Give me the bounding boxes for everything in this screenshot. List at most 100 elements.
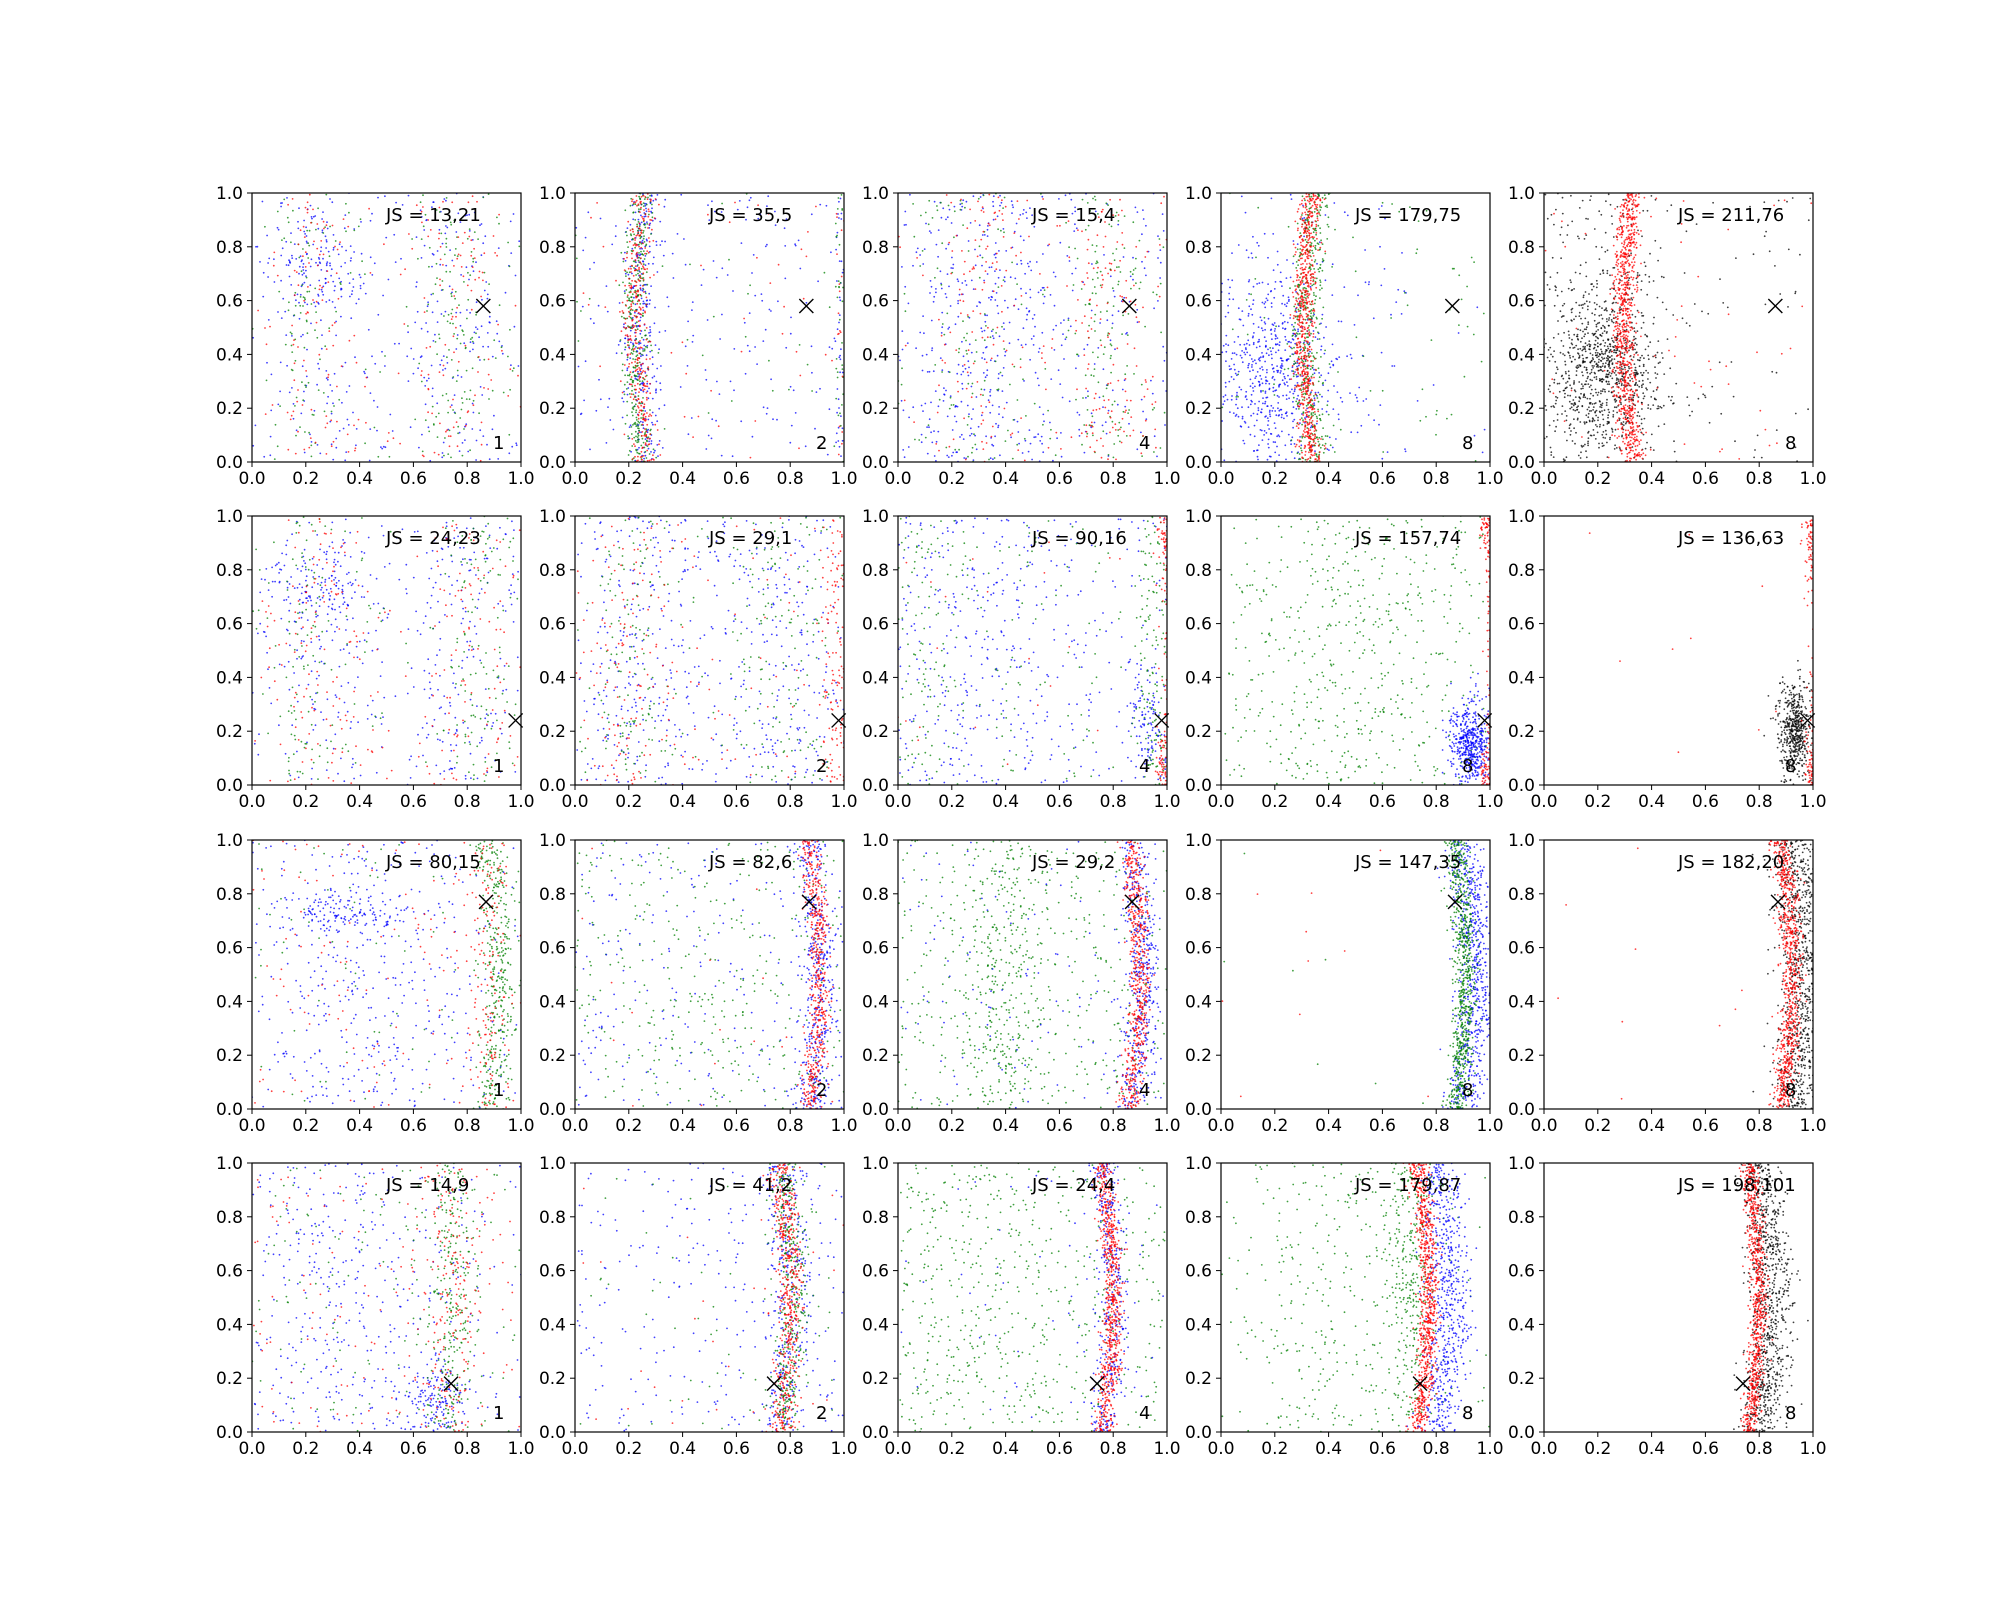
data-point [1074, 332, 1077, 335]
data-point [450, 312, 453, 315]
data-point [651, 349, 653, 352]
data-point [1313, 402, 1315, 404]
data-point [465, 398, 468, 400]
data-point [1266, 369, 1268, 371]
data-point [1301, 217, 1304, 220]
data-point [1268, 455, 1271, 458]
data-point [1458, 274, 1461, 277]
data-point [626, 294, 629, 297]
data-point [305, 226, 307, 229]
data-point [438, 232, 441, 235]
data-point [702, 268, 705, 271]
data-point [830, 251, 832, 254]
data-point [1259, 356, 1262, 359]
data-point [1294, 388, 1296, 391]
data-point [466, 309, 468, 311]
data-point [642, 202, 645, 205]
data-point [1081, 280, 1083, 283]
data-point [1317, 380, 1320, 383]
data-point [1297, 394, 1299, 397]
data-point [1264, 400, 1267, 403]
data-point [1107, 412, 1109, 414]
data-point [643, 405, 646, 408]
data-point [636, 257, 639, 259]
data-point [582, 249, 585, 252]
data-point [983, 234, 986, 236]
data-point [1403, 290, 1406, 293]
data-point [953, 210, 956, 213]
data-point [655, 240, 658, 243]
data-point [385, 236, 388, 239]
data-point [459, 417, 462, 419]
data-point [638, 361, 641, 364]
x-marker [1121, 298, 1137, 314]
data-point [1072, 284, 1075, 286]
data-point [1301, 436, 1304, 439]
data-point [1231, 352, 1234, 355]
data-point [451, 291, 453, 294]
data-point [313, 301, 315, 304]
data-point [1276, 250, 1279, 253]
data-point [641, 371, 644, 374]
data-point [804, 445, 807, 448]
data-point [1224, 394, 1227, 397]
data-point [925, 222, 927, 225]
data-point [1303, 296, 1305, 299]
data-point [1012, 419, 1015, 421]
data-point [640, 450, 643, 453]
data-point [431, 395, 434, 398]
data-point [1284, 383, 1286, 386]
data-point [1289, 346, 1292, 349]
data-point [1266, 458, 1269, 461]
data-point [1311, 322, 1313, 325]
data-point [630, 283, 632, 285]
data-point [647, 208, 650, 211]
data-point [345, 230, 347, 233]
data-point [1290, 341, 1292, 344]
data-point [638, 268, 640, 271]
data-point [1312, 195, 1315, 198]
data-point [1298, 401, 1300, 403]
data-point [1037, 351, 1040, 353]
data-point [485, 281, 488, 283]
data-point [646, 250, 649, 253]
data-point [1425, 415, 1427, 418]
data-point [635, 295, 638, 298]
data-point [491, 428, 494, 431]
data-point [1135, 257, 1137, 260]
data-point [1294, 285, 1296, 287]
data-point [465, 266, 468, 269]
data-point [628, 297, 630, 300]
data-point [1247, 339, 1250, 342]
data-point [422, 225, 425, 228]
data-point [638, 391, 640, 393]
data-point [640, 355, 642, 358]
data-point [1311, 403, 1314, 406]
data-point [981, 288, 984, 291]
data-point [1240, 388, 1243, 391]
data-point [1020, 251, 1022, 254]
data-point [646, 268, 649, 270]
data-point [1277, 369, 1280, 372]
data-point [736, 208, 739, 211]
data-point [1292, 240, 1295, 242]
data-point [1055, 324, 1057, 327]
data-point [998, 250, 1000, 252]
data-point [627, 307, 630, 309]
data-point [1360, 424, 1363, 427]
data-point [254, 424, 257, 427]
data-point [998, 413, 1000, 415]
data-point [457, 432, 459, 435]
data-point [964, 367, 967, 370]
data-point [319, 452, 322, 455]
data-point [928, 230, 931, 233]
data-point [981, 206, 984, 209]
data-point [1315, 326, 1317, 329]
data-point [1292, 334, 1294, 337]
data-point [1136, 308, 1139, 311]
data-point [646, 445, 649, 447]
data-point [315, 228, 317, 231]
data-point [305, 320, 308, 323]
data-point [634, 243, 636, 246]
data-point [1264, 328, 1266, 331]
